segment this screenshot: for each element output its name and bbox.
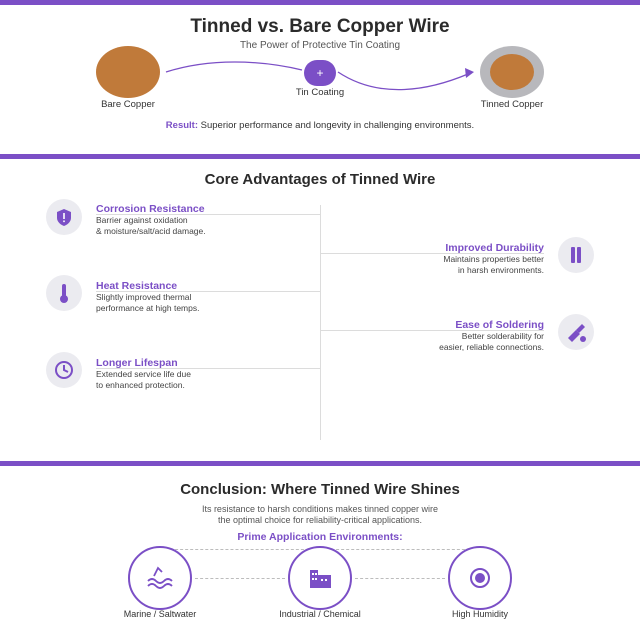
top-accent-bar — [0, 0, 640, 5]
section-divider-1 — [0, 154, 640, 159]
connector-line — [320, 330, 544, 331]
thermometer-icon — [46, 275, 82, 311]
env-marine-circle — [128, 546, 192, 610]
advantages-title: Core Advantages of Tinned Wire — [204, 171, 436, 188]
connector-line — [96, 368, 320, 369]
environments-connector-1 — [195, 578, 285, 579]
factory-icon — [310, 570, 331, 588]
heat-resistance-title: Heat Resistance — [96, 280, 178, 292]
connector-line — [320, 253, 544, 254]
env-humidity-circle — [448, 546, 512, 610]
tinned-copper-circle — [480, 46, 544, 98]
ease-of-soldering-desc-2: easier, reliable connections. — [439, 342, 544, 352]
result-key: Result: — [165, 120, 198, 131]
longer-lifespan-title: Longer Lifespan — [96, 357, 178, 369]
environments-heading: Prime Application Environments: — [237, 531, 403, 543]
clock-icon — [46, 352, 82, 388]
improved-durability-desc-2: in harsh environments. — [458, 265, 544, 275]
corrosion-resistance-desc-2: & moisture/salt/acid damage. — [96, 226, 206, 236]
bare-copper-circle — [96, 46, 160, 98]
improved-durability-desc-1: Maintains properties better — [443, 254, 544, 264]
longer-lifespan-desc-1: Extended service life due — [96, 369, 191, 379]
conclusion-line-1: Its resistance to harsh conditions makes… — [201, 504, 439, 514]
connector-line — [96, 214, 320, 215]
section-divider-2 — [0, 461, 640, 466]
advantages-center-line — [320, 205, 321, 440]
corrosion-resistance-desc-1: Barrier against oxidation — [96, 215, 188, 225]
bars-icon — [558, 237, 594, 273]
tin-coating-step-icon: + — [304, 60, 336, 86]
process-connector — [165, 61, 474, 91]
environments-connector-2 — [355, 578, 445, 579]
env-industrial-label: Industrial / Chemical — [279, 609, 361, 619]
connector-line — [96, 291, 320, 292]
longer-lifespan-desc-2: to enhanced protection. — [96, 380, 185, 390]
page-title: Tinned vs. Bare Copper Wire — [190, 16, 450, 37]
result-text: Superior performance and longevity in ch… — [198, 120, 475, 131]
tinned-copper-core — [490, 54, 534, 90]
env-industrial-circle — [288, 546, 352, 610]
result-statement: Result: Superior performance and longevi… — [0, 120, 640, 131]
soldering-icon — [558, 314, 594, 350]
shield-icon — [46, 199, 82, 235]
corrosion-resistance-title: Corrosion Resistance — [96, 203, 205, 215]
page-subtitle: The Power of Protective Tin Coating — [239, 40, 401, 51]
heat-resistance-desc-1: Slightly improved thermal — [96, 292, 192, 302]
tin-coating-label: Tin Coating — [295, 87, 345, 98]
heat-resistance-desc-2: performance at high temps. — [96, 303, 200, 313]
improved-durability-title: Improved Durability — [445, 242, 544, 254]
bare-copper-label: Bare Copper — [101, 99, 155, 110]
env-humidity-label: High Humidity — [451, 609, 509, 619]
tinned-copper-label: Tinned Copper — [480, 99, 544, 110]
conclusion-line-2: the optimal choice for reliability-criti… — [217, 515, 423, 525]
ease-of-soldering-title: Ease of Soldering — [455, 319, 544, 331]
env-marine-label: Marine / Saltwater — [123, 609, 197, 619]
humidity-icon — [470, 568, 490, 588]
ease-of-soldering-desc-1: Better solderability for — [461, 331, 544, 341]
conclusion-title: Conclusion: Where Tinned Wire Shines — [180, 481, 460, 498]
waves-icon — [147, 566, 173, 589]
